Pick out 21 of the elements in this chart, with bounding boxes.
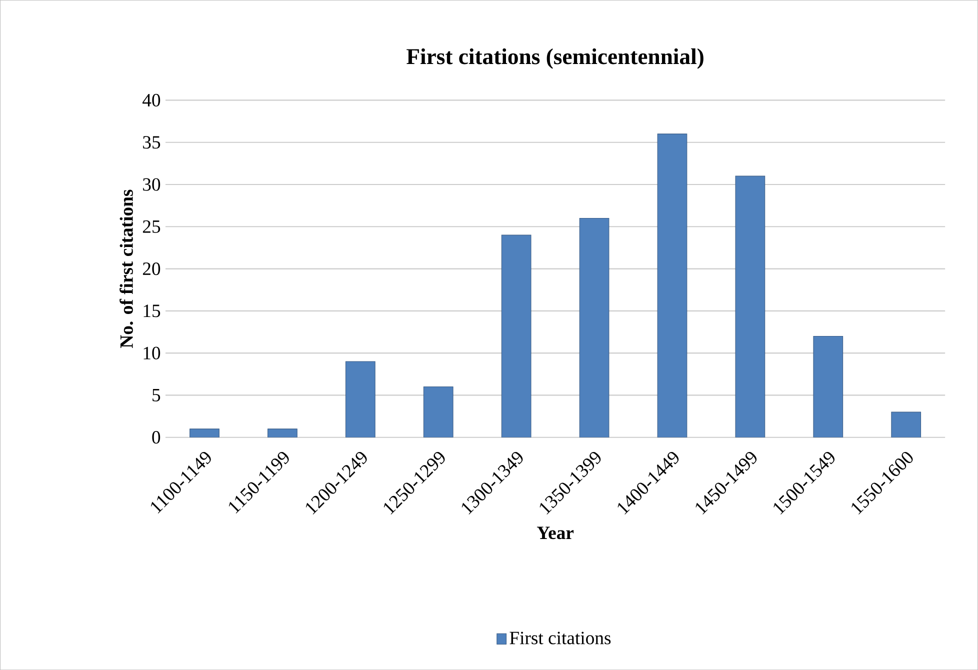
bar xyxy=(423,386,454,438)
y-tick-label: 10 xyxy=(144,346,160,360)
bar xyxy=(891,412,922,438)
bar xyxy=(735,176,766,438)
chart-title: First citations (semicentennial) xyxy=(406,48,704,69)
y-axis-title: No. of first citations xyxy=(120,190,134,348)
legend-label: First citations xyxy=(510,632,611,644)
y-tick-label: 40 xyxy=(142,94,160,106)
x-axis-title: Year xyxy=(536,526,574,540)
bar xyxy=(501,234,532,438)
bar xyxy=(345,361,376,438)
y-tick-label: 30 xyxy=(143,178,160,191)
y-tick-label: 0 xyxy=(152,430,160,444)
bar xyxy=(657,134,688,438)
bar xyxy=(813,336,844,438)
y-tick-label: 5 xyxy=(152,388,160,402)
y-tick-label: 25 xyxy=(142,220,160,233)
bar xyxy=(579,218,610,438)
y-tick-label: 35 xyxy=(143,136,160,149)
y-tick-label: 15 xyxy=(144,304,160,318)
y-tick-label: 20 xyxy=(142,262,160,276)
